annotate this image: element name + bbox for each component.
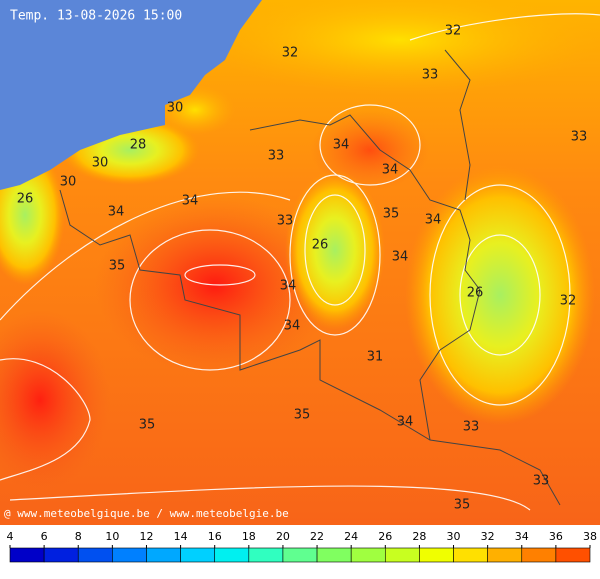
contour-label: 33	[463, 420, 480, 435]
contour-label: 34	[392, 250, 409, 265]
legend: 4 6 8 10 12 14 16 18 20 22 24 26 28 30 32 34 36 38	[7, 530, 597, 563]
legend-swatch	[112, 547, 147, 563]
contour-label: 35	[294, 408, 311, 423]
legend-swatch	[487, 547, 523, 563]
legend-swatch	[248, 547, 284, 563]
contour-label: 33	[571, 130, 588, 145]
legend-swatch	[521, 547, 557, 563]
legend-tick-label: 4	[7, 530, 14, 543]
contour-label: 34	[280, 279, 297, 294]
contour-label: 34	[397, 415, 414, 430]
legend-tick-label: 6	[41, 530, 48, 543]
contour-label: 35	[109, 259, 126, 274]
legend-swatch	[316, 547, 352, 563]
legend-swatch	[214, 547, 250, 563]
contour-labels: 32 32 33 30 33 28 34 33 30 34 30 26 34 34 33 35 34 26 34 35…	[17, 24, 588, 513]
contour-label: 26	[467, 286, 484, 301]
contour-label: 34	[333, 138, 350, 153]
legend-swatch	[384, 547, 420, 563]
legend-tick-label: 12	[139, 530, 153, 543]
cool-area	[200, 0, 600, 95]
heat-area	[310, 110, 430, 190]
legend-swatch	[453, 547, 488, 563]
contour-label: 34	[108, 205, 125, 220]
contour-label: 32	[445, 24, 462, 39]
contour-label: 32	[282, 46, 299, 61]
contour-label: 26	[17, 192, 34, 207]
legend-swatch	[77, 547, 113, 563]
contour-label: 34	[382, 163, 399, 178]
isotherms	[0, 13, 600, 511]
contour-label: 33	[277, 214, 294, 229]
heat-area	[0, 310, 110, 490]
contour-label: 30	[92, 156, 109, 171]
contour-label: 30	[167, 101, 184, 116]
legend-tick-label: 20	[276, 530, 290, 543]
legend-swatch	[180, 547, 216, 563]
contour-label: 35	[139, 418, 156, 433]
legend-tick-label: 38	[583, 530, 597, 543]
legend-tick-label: 28	[412, 530, 426, 543]
contour-label: 33	[422, 68, 439, 83]
contour-label: 30	[60, 175, 77, 190]
legend-swatch	[146, 547, 181, 563]
legend-tick-label: 16	[208, 530, 222, 543]
legend-tick-label: 36	[549, 530, 563, 543]
legend-swatch	[43, 547, 79, 563]
legend-tick-label: 10	[105, 530, 119, 543]
borders	[59, 49, 561, 506]
legend-tick-label: 32	[481, 530, 495, 543]
legend-tick-label: 30	[447, 530, 461, 543]
contour-label: 32	[560, 294, 577, 309]
contour-label: 34	[182, 194, 199, 209]
sea	[0, 0, 262, 190]
legend-tick-label: 14	[174, 530, 188, 543]
legend-swatch	[282, 547, 318, 563]
contour-label: 34	[284, 319, 301, 334]
contour-label: 28	[130, 138, 147, 153]
contour-label: 31	[367, 350, 384, 365]
legend-tick-label: 8	[75, 530, 82, 543]
contour-label: 26	[312, 238, 329, 253]
contour-label: 35	[454, 498, 471, 513]
legend-tick-label: 22	[310, 530, 324, 543]
contour-label: 33	[268, 149, 285, 164]
legend-swatch	[9, 547, 45, 563]
map-title: Temp. 13-08-2026 15:00	[10, 9, 182, 24]
legend-swatch	[350, 547, 386, 563]
legend-tick-label: 26	[378, 530, 392, 543]
contour-label: 34	[425, 213, 442, 228]
legend-swatch	[419, 547, 454, 563]
legend-tick-label: 34	[515, 530, 529, 543]
legend-swatch	[555, 547, 591, 563]
credit: @ www.meteobelgique.be / www.meteobelgie…	[4, 507, 289, 520]
contour-label: 35	[383, 207, 400, 222]
contour-label: 33	[533, 474, 550, 489]
cool-area	[405, 165, 595, 425]
legend-tick-label: 18	[242, 530, 256, 543]
cool-area	[285, 170, 385, 330]
legend-tick-label: 24	[344, 530, 358, 543]
